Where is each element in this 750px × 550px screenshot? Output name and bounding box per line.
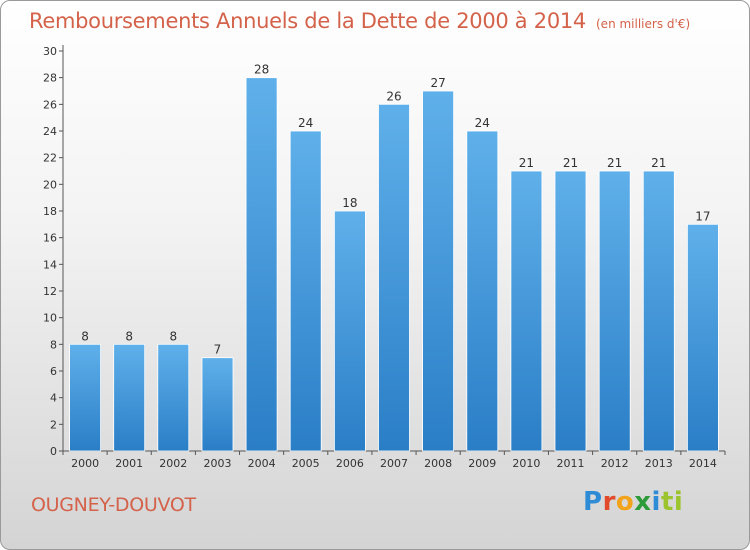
x-tick-label: 2001 xyxy=(115,457,143,470)
y-tick-label: 0 xyxy=(50,445,57,458)
y-tick-label: 6 xyxy=(50,365,57,378)
y-tick-label: 2 xyxy=(50,418,57,431)
y-tick-label: 18 xyxy=(43,205,57,218)
y-tick-label: 10 xyxy=(43,312,57,325)
value-label: 24 xyxy=(298,116,313,130)
x-tick-label: 2003 xyxy=(204,457,232,470)
y-tick-label: 12 xyxy=(43,285,57,298)
value-label: 26 xyxy=(386,89,401,103)
y-tick-label: 22 xyxy=(43,152,57,165)
value-label: 21 xyxy=(651,156,666,170)
bar-2007 xyxy=(378,103,410,452)
bars xyxy=(69,77,719,452)
value-label: 18 xyxy=(342,196,357,210)
x-tick-label: 2014 xyxy=(689,457,717,470)
bar-2006 xyxy=(333,210,366,452)
logo-letter: r xyxy=(602,487,616,517)
y-tick-label: 4 xyxy=(50,392,57,405)
bar-2012 xyxy=(598,170,631,452)
bar-2013 xyxy=(642,170,675,452)
x-tick-label: 2010 xyxy=(512,457,540,470)
bar-2010 xyxy=(510,170,543,452)
bar-2001 xyxy=(113,343,146,452)
value-label: 8 xyxy=(125,329,133,343)
y-tick-label: 20 xyxy=(43,178,57,191)
chart-title: Remboursements Annuels de la Dette de 20… xyxy=(29,9,690,33)
value-label: 7 xyxy=(214,343,222,357)
proxiti-logo: Proxiti xyxy=(583,487,683,517)
logo-letter: o xyxy=(615,487,635,517)
y-tick-label: 24 xyxy=(43,125,57,138)
x-tick-label: 2008 xyxy=(424,457,452,470)
logo-letter: x xyxy=(634,487,652,517)
value-label: 21 xyxy=(519,156,534,170)
x-tick-label: 2013 xyxy=(645,457,673,470)
x-tick-label: 2009 xyxy=(468,457,496,470)
bar-2005 xyxy=(289,130,322,452)
x-tick-label: 2000 xyxy=(71,457,99,470)
logo-letter: P xyxy=(583,487,603,517)
chart-title-text: Remboursements Annuels de la Dette de 20… xyxy=(29,9,586,33)
y-tick-label: 26 xyxy=(43,98,57,111)
y-tick-label: 8 xyxy=(50,338,57,351)
value-label: 8 xyxy=(169,329,177,343)
bar-2002 xyxy=(157,343,190,452)
x-tick-label: 2006 xyxy=(336,457,364,470)
bar-2009 xyxy=(466,130,499,452)
x-tick-label: 2011 xyxy=(557,457,585,470)
value-label: 21 xyxy=(563,156,578,170)
y-tick-label: 16 xyxy=(43,232,57,245)
y-tick-label: 28 xyxy=(43,72,57,85)
location-name: OUGNEY-DOUVOT xyxy=(31,494,196,516)
bar-2004 xyxy=(245,77,278,452)
x-tick-label: 2005 xyxy=(292,457,320,470)
value-label: 28 xyxy=(254,63,269,77)
x-axis: 2000 2001 2002 2003 2004 2005 2006 2007 2008 2009… xyxy=(62,450,726,470)
y-tick-label: 30 xyxy=(43,45,57,58)
bar-2011 xyxy=(554,170,587,452)
value-label: 17 xyxy=(695,209,710,223)
value-labels: 8 8 8 7 28 24 18 26 27 24 21 21 21 21 17 xyxy=(81,63,710,357)
value-label: 8 xyxy=(81,329,89,343)
value-label: 24 xyxy=(475,116,490,130)
x-tick-label: 2004 xyxy=(248,457,276,470)
x-tick-label: 2007 xyxy=(380,457,408,470)
bar-2003 xyxy=(201,357,234,452)
bar-2000 xyxy=(69,343,101,452)
logo-letter: i xyxy=(651,487,661,517)
bar-2014 xyxy=(687,223,719,452)
x-tick-label: 2012 xyxy=(601,457,629,470)
value-label: 21 xyxy=(607,156,622,170)
x-tick-label: 2002 xyxy=(159,457,187,470)
logo-letter: ti xyxy=(660,487,684,517)
value-label: 27 xyxy=(430,76,445,90)
bar-2008 xyxy=(422,90,455,452)
y-tick-label: 14 xyxy=(43,258,57,271)
chart-unit: (en milliers d'€) xyxy=(596,17,691,31)
